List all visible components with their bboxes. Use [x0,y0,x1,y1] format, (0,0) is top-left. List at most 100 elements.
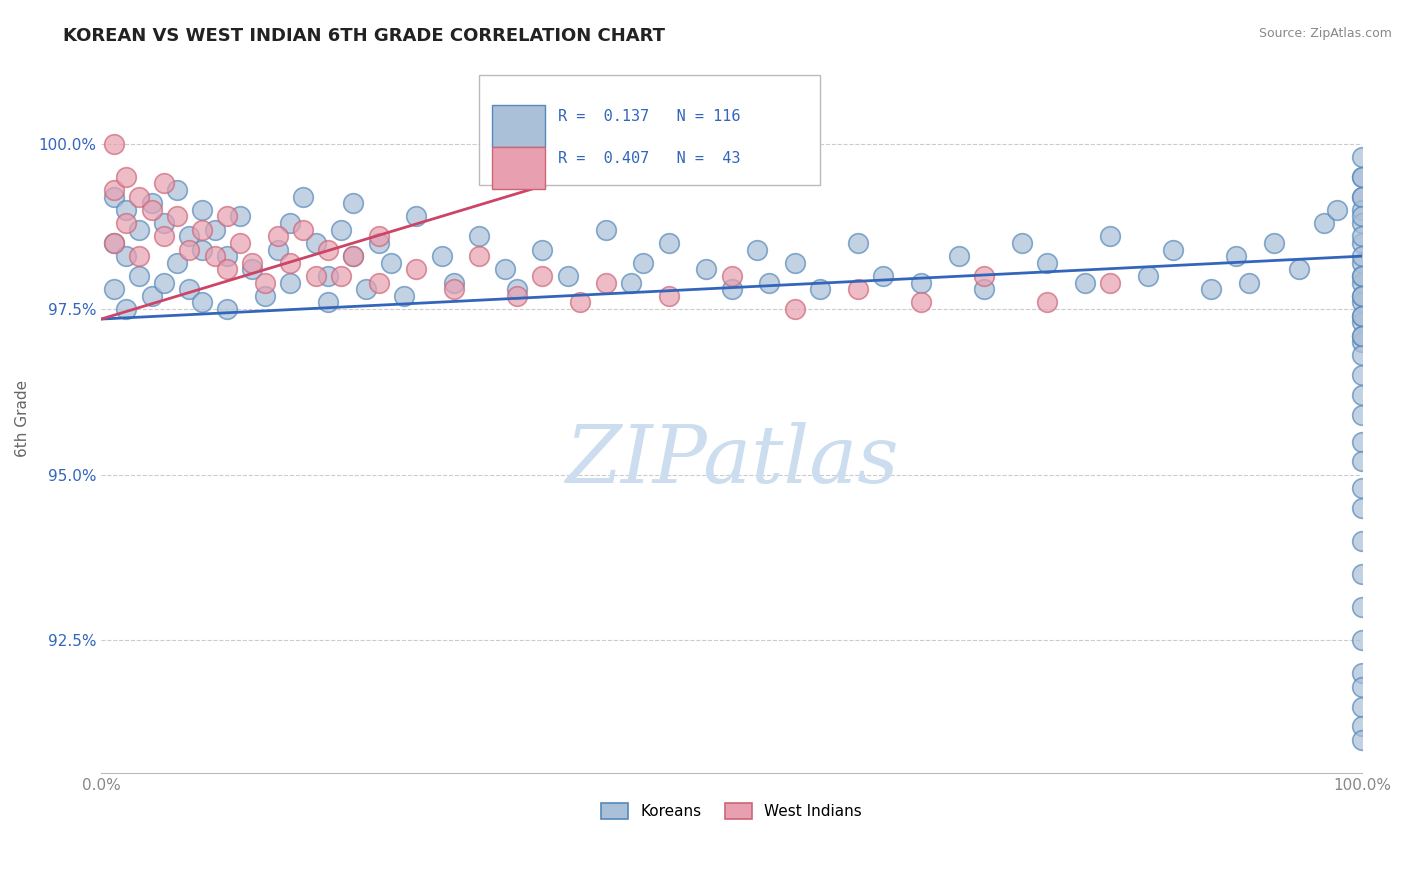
Point [405,210,427,224]
Point [1351,276,1374,290]
Point [1351,210,1374,224]
Point [430,249,453,263]
Point [1351,633,1374,648]
Point [115,302,138,317]
Point [1351,235,1374,250]
Point [179,282,201,296]
Point [304,268,326,283]
Point [1351,249,1374,263]
Point [910,276,932,290]
Point [1225,249,1247,263]
Point [595,222,617,236]
Point [531,243,554,257]
Point [531,268,554,283]
Point [405,262,427,277]
Point [254,289,277,303]
Point [229,210,252,224]
Point [115,202,138,217]
Point [1351,202,1374,217]
Point [1351,169,1374,184]
Point [128,249,150,263]
Point [633,256,655,270]
Point [1351,719,1374,733]
Point [1351,481,1374,495]
Legend: Koreans, West Indians: Koreans, West Indians [595,797,869,825]
Point [103,136,125,151]
Point [316,268,339,283]
Text: Source: ZipAtlas.com: Source: ZipAtlas.com [1258,27,1392,40]
Point [468,229,491,244]
Point [242,262,264,277]
Point [1351,408,1374,422]
Point [1351,680,1374,694]
Point [1036,256,1059,270]
Point [329,268,352,283]
Point [846,282,869,296]
Point [1351,268,1374,283]
FancyBboxPatch shape [492,147,546,189]
Point [1351,268,1374,283]
Text: R =  0.137   N = 116: R = 0.137 N = 116 [558,109,740,124]
Point [217,210,239,224]
Point [595,276,617,290]
Point [115,249,138,263]
Point [166,256,188,270]
Point [329,222,352,236]
Point [1351,434,1374,449]
Point [846,235,869,250]
Point [254,276,277,290]
Point [948,249,970,263]
Point [267,229,290,244]
Point [217,302,239,317]
Point [153,276,176,290]
Point [1136,268,1159,283]
Point [783,302,806,317]
Point [1351,500,1374,515]
Point [191,222,214,236]
Point [291,222,314,236]
Point [1098,229,1121,244]
Point [1351,328,1374,343]
Point [468,249,491,263]
Point [278,256,301,270]
Point [1351,732,1374,747]
Point [342,249,364,263]
Point [367,235,389,250]
Point [392,289,415,303]
Point [783,256,806,270]
Point [695,262,717,277]
Point [115,216,138,230]
Point [1351,328,1374,343]
Point [1351,315,1374,329]
Point [166,183,188,197]
Point [229,235,252,250]
Point [217,249,239,263]
Point [1036,295,1059,310]
Point [291,189,314,203]
Point [153,176,176,190]
Point [494,262,516,277]
Point [658,289,681,303]
Point [620,276,643,290]
Point [910,295,932,310]
Point [1351,349,1374,363]
Point [758,276,780,290]
Point [1351,309,1374,323]
Point [103,282,125,296]
Point [1351,295,1374,310]
Point [367,229,389,244]
Point [1351,335,1374,350]
Point [658,235,681,250]
Point [1351,289,1374,303]
Point [1288,262,1310,277]
Point [1351,229,1374,244]
Y-axis label: 6th Grade: 6th Grade [15,380,30,457]
Point [1351,567,1374,582]
Point [1263,235,1285,250]
Point [745,243,768,257]
Point [506,282,529,296]
Text: KOREAN VS WEST INDIAN 6TH GRADE CORRELATION CHART: KOREAN VS WEST INDIAN 6TH GRADE CORRELAT… [63,27,665,45]
Point [1351,309,1374,323]
Point [1351,189,1374,203]
Point [242,256,264,270]
